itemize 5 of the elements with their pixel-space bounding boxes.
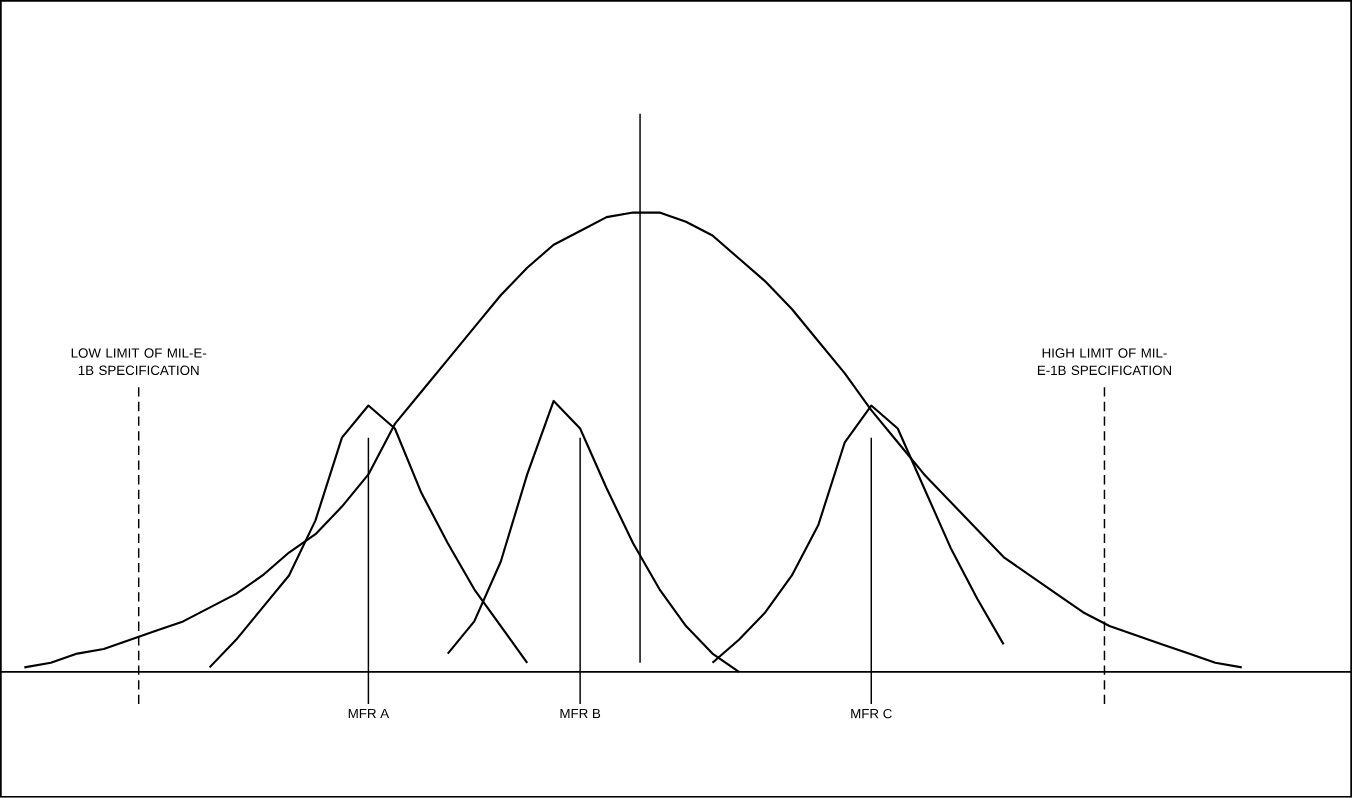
x-tick-label: MFR C xyxy=(851,709,892,719)
annotation: HIGH LIMIT OF MIL-E-1B SPECIFICATION xyxy=(1037,348,1171,376)
x-tick-label: MFR A xyxy=(348,709,390,719)
annotation: LOW LIMIT OF MIL-E-1B SPECIFICATION xyxy=(71,348,207,376)
x-tick-label: MFR B xyxy=(560,709,601,719)
